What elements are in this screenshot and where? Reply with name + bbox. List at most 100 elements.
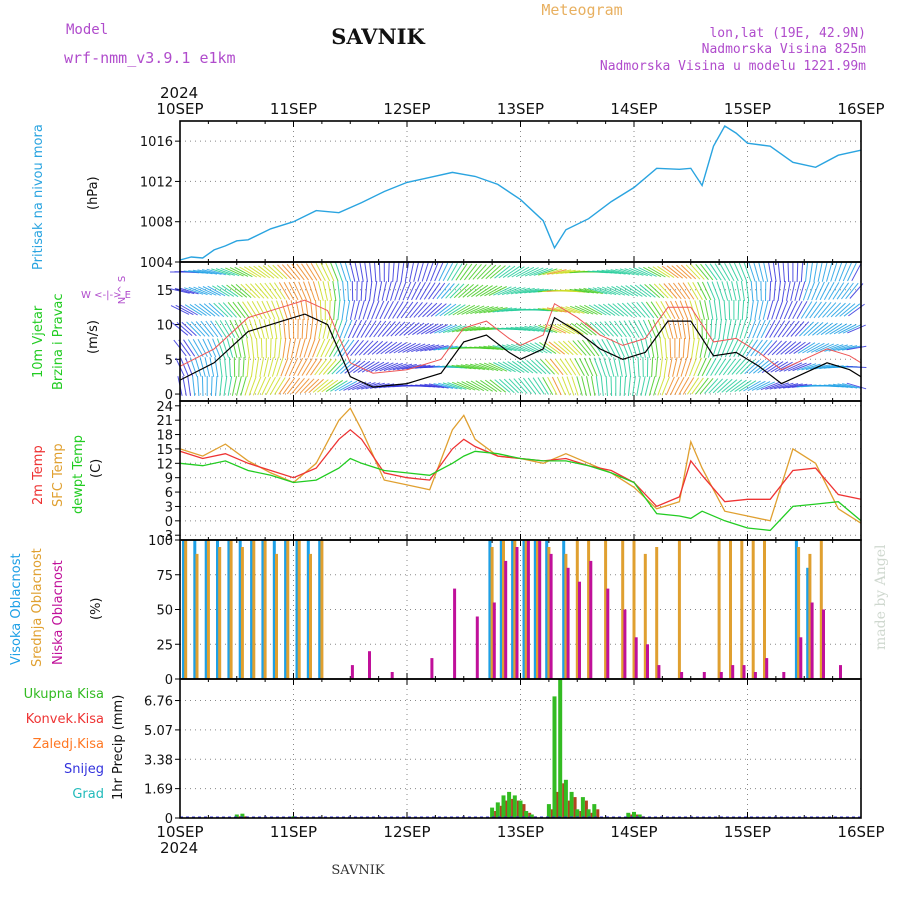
wind-barb	[442, 382, 463, 390]
wind-barb	[219, 376, 223, 396]
wind-barb	[442, 324, 462, 334]
wind-barb	[632, 376, 636, 396]
wind-barb	[369, 262, 373, 282]
wind-barb	[186, 321, 202, 337]
wind-barb	[263, 319, 269, 339]
wind-barb	[684, 357, 693, 377]
wind-barb	[538, 324, 558, 334]
wind-barb	[842, 262, 852, 282]
wind-barb	[415, 282, 426, 300]
wind-barb	[773, 280, 777, 302]
wind-barb	[314, 358, 328, 376]
wind-barb	[400, 301, 414, 319]
wind-barb	[411, 281, 422, 301]
wind-barb	[519, 288, 540, 294]
wind-barb	[392, 301, 404, 319]
wind-barb	[597, 286, 617, 296]
wind-barb	[565, 306, 585, 314]
cloud-bar	[524, 540, 528, 679]
wind-barb	[535, 359, 551, 375]
wind-barb	[330, 262, 339, 282]
y-tick-label: 12	[156, 457, 173, 472]
wind-barb	[801, 363, 821, 371]
wind-barb	[390, 321, 406, 337]
wind-barb	[328, 339, 340, 357]
wind-barb	[623, 320, 636, 338]
wind-barb	[356, 320, 367, 338]
cloud-bar	[204, 540, 208, 679]
cloud-bar	[657, 665, 661, 679]
wind-barb	[654, 338, 659, 358]
wind-barb	[470, 305, 490, 315]
wind-barb	[448, 304, 466, 316]
wind-barb	[610, 269, 631, 275]
y-tick-label: 25	[156, 638, 173, 653]
wind-barb	[636, 376, 641, 396]
wind-barb	[815, 281, 825, 301]
panel-pressure: 1004 1008 1012 1016	[140, 121, 862, 271]
wind-barb	[499, 378, 515, 394]
wind-barb	[671, 265, 688, 279]
cloud-ylabel-1: Visoka Oblacnost	[9, 553, 24, 665]
y-tick-label: 0	[165, 515, 173, 530]
wind-barb	[212, 285, 230, 297]
wind-barb	[628, 320, 640, 338]
wind-barb	[334, 380, 353, 392]
precip-total-bar	[546, 804, 551, 818]
wind-barb	[515, 326, 535, 332]
wind-barb	[295, 378, 310, 394]
wind-barb	[469, 326, 490, 332]
wind-barb	[483, 362, 503, 372]
wind-barb	[830, 302, 846, 318]
wind-barb	[378, 261, 381, 283]
wind-barb	[594, 321, 610, 337]
y-tick-label: 0	[165, 673, 173, 688]
wind-barb	[590, 321, 606, 337]
wind-barb	[187, 376, 191, 396]
wind-barb	[599, 321, 614, 337]
wind-barb	[242, 356, 245, 378]
wind-barb	[248, 376, 257, 396]
wind-barb	[579, 357, 590, 377]
wind-barb	[341, 339, 355, 357]
wind-barb	[663, 357, 668, 377]
wind-barb	[354, 262, 360, 282]
wind-barb	[318, 358, 332, 376]
wind-barb	[342, 280, 345, 302]
wind-barb	[651, 356, 654, 378]
wind-barb	[315, 299, 318, 321]
wind-barb	[601, 286, 621, 296]
date-label-bottom: 12SEP	[383, 823, 430, 841]
wind-barb	[586, 339, 600, 357]
wind-barb	[718, 319, 722, 339]
panels: 1004100810121016051015-30369121518212402…	[140, 120, 867, 827]
wind-barb	[664, 337, 667, 359]
wind-barb	[571, 322, 588, 336]
wind-barb	[670, 376, 680, 396]
wind-barb	[717, 378, 733, 394]
wind-barb	[591, 339, 604, 357]
wind-barb	[416, 323, 434, 335]
wind-barb	[248, 265, 266, 279]
wind-barb	[551, 376, 562, 396]
wind-barb	[709, 263, 722, 281]
wind-barb	[221, 338, 229, 358]
wind-barb	[376, 341, 393, 355]
wind-barb	[291, 377, 305, 395]
wind-barb	[583, 357, 594, 377]
wind-barb	[766, 361, 784, 373]
cloud-bar	[808, 553, 812, 679]
wind-barb	[815, 343, 835, 353]
wind-barb	[672, 357, 678, 377]
wind-barb	[478, 346, 499, 350]
wind-barb	[743, 319, 752, 339]
wind-barb	[483, 306, 504, 314]
wind-barb	[461, 381, 480, 391]
wind-barb	[458, 284, 474, 298]
date-label-bottom: 15SEP	[724, 823, 771, 841]
wind-barb	[697, 281, 708, 301]
wind-barb	[352, 381, 372, 391]
wind-barb	[335, 319, 343, 339]
wind-barb	[629, 267, 648, 277]
precip-total-bar	[575, 809, 580, 818]
